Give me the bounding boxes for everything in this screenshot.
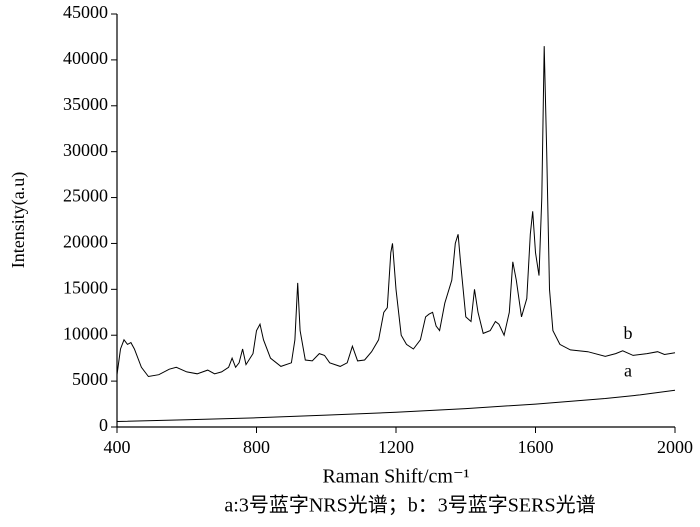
series-label: a [624,360,632,380]
caption: a:3号蓝字NRS光谱；b：3号蓝字SERS光谱 [224,494,595,517]
y-tick-label: 10000 [63,323,108,343]
y-tick-label: 45000 [63,2,108,22]
y-tick-label: 25000 [63,186,108,206]
x-tick-label: 2000 [657,437,693,457]
y-tick-label: 30000 [63,140,108,160]
y-axis-title: Intensity(a.u) [8,172,29,268]
y-tick-label: 15000 [63,277,108,297]
x-tick-label: 1600 [518,437,554,457]
series-label: b [624,323,633,343]
x-tick-label: 800 [243,437,270,457]
x-tick-label: 1200 [378,437,414,457]
x-tick-label: 400 [104,437,131,457]
y-tick-label: 5000 [72,369,108,389]
series-line [116,389,676,422]
y-tick-label: 35000 [63,94,108,114]
y-tick-label: 20000 [63,232,108,252]
y-tick-label: 40000 [63,48,108,68]
x-axis-title: Raman Shift/cm⁻¹ [322,466,469,488]
y-tick-label: 0 [99,415,108,435]
series-line [116,46,676,378]
